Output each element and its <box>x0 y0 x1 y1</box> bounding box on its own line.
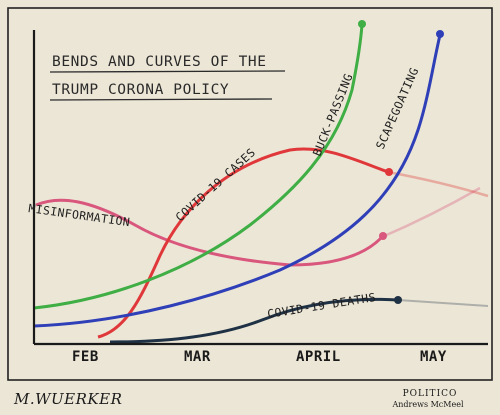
panel-border <box>7 7 493 381</box>
scapegoating-curve <box>33 34 442 328</box>
buck-passing-endpoint <box>358 20 366 28</box>
covid-cases-curve <box>97 147 389 339</box>
covid-deaths-curve <box>109 297 399 344</box>
buck-passing-curve <box>33 23 364 310</box>
month-label-april: APRIL <box>296 349 341 365</box>
publisher-credit: POLITICO <box>403 389 458 399</box>
misinformation-label: MISINFORMATION <box>28 201 131 229</box>
title-line-2: TRUMP CORONA POLICY <box>52 82 229 98</box>
month-label-feb: FEB <box>72 349 99 365</box>
covid-deaths-projection <box>397 299 489 307</box>
covid-deaths-label: COVID-19 DEATHS <box>266 290 377 321</box>
misinformation-curve <box>35 198 384 267</box>
title-underline-2 <box>49 98 273 101</box>
syndicate-credit: Andrews McMeel <box>392 400 464 409</box>
misinformation-endpoint <box>379 232 387 240</box>
title-underline-1 <box>49 70 286 73</box>
misinformation-projection <box>381 186 481 239</box>
covid-cases-projection <box>387 170 489 198</box>
artist-signature: M.WUERKER <box>13 390 122 408</box>
covid-cases-endpoint <box>385 168 393 176</box>
month-label-may: MAY <box>420 349 447 365</box>
buck-passing-label: BUCK-PASSING <box>310 71 356 158</box>
covid-cases-label: COVID-19 CASES <box>173 145 259 224</box>
month-label-mar: MAR <box>184 349 211 365</box>
title-line-1: BENDS AND CURVES OF THE <box>52 54 267 70</box>
covid-deaths-endpoint <box>394 296 402 304</box>
scapegoating-endpoint <box>436 30 444 38</box>
